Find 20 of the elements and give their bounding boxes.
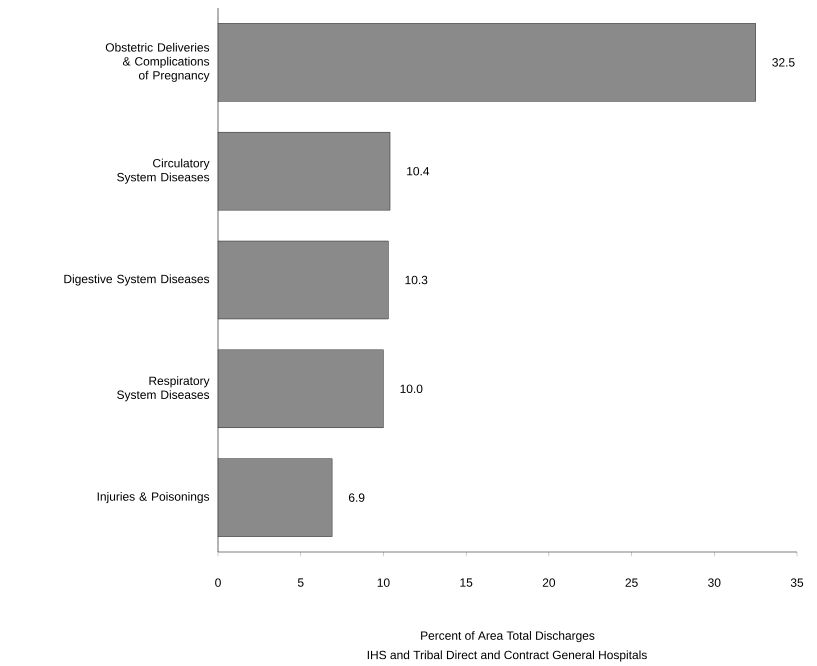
data-label: 6.9 — [348, 493, 364, 502]
x-tick-label: 15 — [460, 578, 472, 587]
y-tick-label: Circulatory System Diseases — [117, 158, 210, 184]
y-tick-label: Digestive System Diseases — [64, 274, 210, 286]
y-tick-label: Obstetric Deliveries & Complications of Pregnancy — [106, 42, 210, 82]
x-tick-label: 25 — [626, 578, 638, 587]
x-axis-title: Percent of Area Total Discharges — [421, 631, 594, 642]
data-label: 32.5 — [772, 58, 795, 67]
x-tick-label: 0 — [215, 578, 221, 587]
text: IHS and Tribal Direct and Contract General Hospitals — [368, 650, 647, 662]
data-label: 10.4 — [407, 166, 430, 176]
x-tick-label: 10 — [378, 578, 390, 587]
x-tick-label: 35 — [790, 578, 804, 587]
data-label: 10.3 — [405, 276, 428, 284]
y-tick-label: Respiratory System Diseases — [117, 376, 210, 402]
data-label: 10.0 — [400, 384, 422, 394]
x-tick-label: 30 — [708, 578, 720, 587]
y-tick-label: Injuries & Poisonings — [98, 492, 210, 504]
x-tick-label: 5 — [298, 578, 304, 587]
x-tick-label: 20 — [542, 578, 556, 587]
